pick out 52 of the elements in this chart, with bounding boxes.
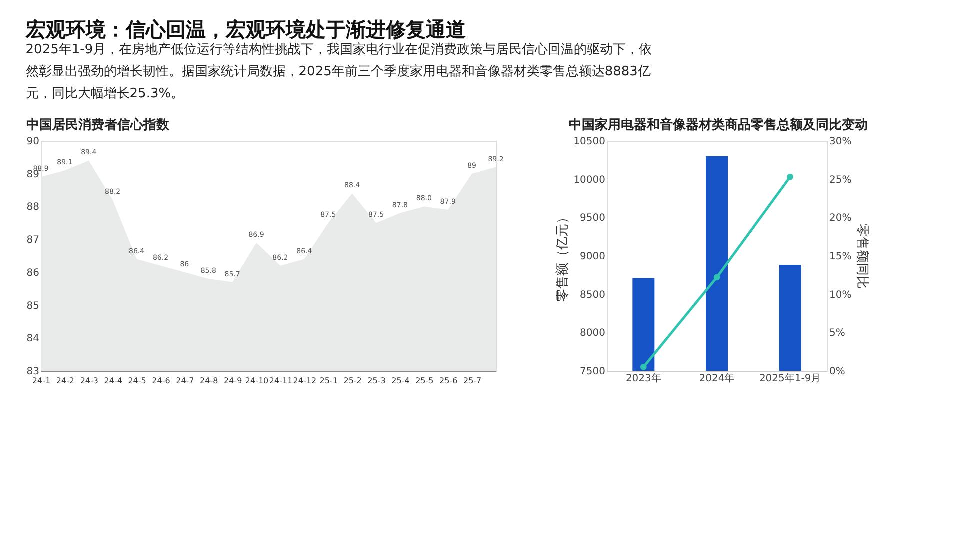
y-tick-label: 90 bbox=[26, 136, 40, 148]
y2-axis-title: 零售额同比 bbox=[854, 224, 870, 289]
x-tick-label: 25-7 bbox=[463, 376, 482, 386]
y2-tick-label: 20% bbox=[830, 213, 852, 224]
y-axis-title: 零售额（亿元） bbox=[556, 211, 571, 302]
y-tick-label: 8000 bbox=[580, 328, 606, 340]
x-tick-label: 2025年1-9月 bbox=[759, 372, 822, 384]
y2-tick-label: 5% bbox=[830, 328, 846, 340]
x-tick-label: 24-12 bbox=[293, 376, 317, 386]
y-tick-label: 7500 bbox=[580, 366, 606, 378]
y-tick-label: 87 bbox=[26, 235, 40, 246]
y-tick-label: 8500 bbox=[580, 290, 606, 301]
x-tick-label: 24-3 bbox=[80, 376, 98, 386]
x-tick-label: 24-2 bbox=[56, 376, 75, 386]
x-tick-label: 25-1 bbox=[320, 376, 338, 386]
y2-tick-label: 0% bbox=[830, 366, 846, 378]
text: 宏观环境：信心回温，宏观环境处于渐进修复通道 bbox=[24, 18, 466, 42]
y-tick-label: 84 bbox=[26, 334, 40, 345]
y-tick-label: 86 bbox=[26, 268, 40, 279]
x-tick-label: 2024年 bbox=[699, 372, 735, 384]
x-tick-label: 24-1 bbox=[32, 376, 51, 386]
chart-title: 中国家用电器和音像器材类商品零售总额及同比变动 bbox=[569, 117, 868, 133]
x-tick-label: 25-6 bbox=[440, 376, 458, 386]
text: 2025年1-9月，在房地产低位运行等结构性挑战下，我国家电行业在促消费政策与居民信心回温的驱动下，依然彰显出强劲的增长韧性。据国家统计局数据，2025年前三个季度家用电器和音像器材类零售总额达8883亿元，同比大幅增长25.3%。 bbox=[26, 42, 652, 102]
x-tick-label: 24-7 bbox=[176, 376, 194, 386]
chart-title: 中国居民消费者信心指数 bbox=[26, 117, 170, 133]
x-tick-label: 24-6 bbox=[152, 376, 170, 386]
y-tick-label: 85 bbox=[26, 300, 40, 312]
x-tick-label: 2023年 bbox=[626, 372, 662, 384]
point bbox=[787, 174, 794, 180]
x-tick-label: 24-11 bbox=[269, 376, 293, 386]
x-tick-label: 24-10 bbox=[245, 376, 269, 386]
x-tick-label: 25-5 bbox=[416, 376, 434, 386]
y2-tick-label: 10% bbox=[830, 290, 852, 301]
x-tick-label: 24-9 bbox=[224, 376, 242, 386]
y-tick-label: 88 bbox=[26, 202, 40, 214]
y2-tick-label: 25% bbox=[830, 174, 852, 186]
y-tick-label: 9000 bbox=[580, 252, 606, 262]
y-tick-label: 9500 bbox=[580, 213, 606, 224]
x-tick-label: 25-3 bbox=[368, 376, 386, 386]
x-tick-label: 24-4 bbox=[104, 376, 122, 386]
y-tick-label: 83 bbox=[26, 366, 40, 378]
y-tick-label: 10000 bbox=[574, 174, 606, 186]
x-tick-label: 25-2 bbox=[344, 376, 362, 386]
point bbox=[714, 274, 720, 281]
y2-tick-label: 15% bbox=[830, 252, 852, 262]
y-tick-label: 10500 bbox=[574, 136, 606, 148]
x-tick-label: 25-4 bbox=[392, 376, 410, 386]
x-tick-label: 24-5 bbox=[128, 376, 146, 386]
point bbox=[640, 364, 647, 370]
x-tick-label: 24-8 bbox=[200, 376, 218, 386]
y2-tick-label: 30% bbox=[830, 136, 852, 148]
